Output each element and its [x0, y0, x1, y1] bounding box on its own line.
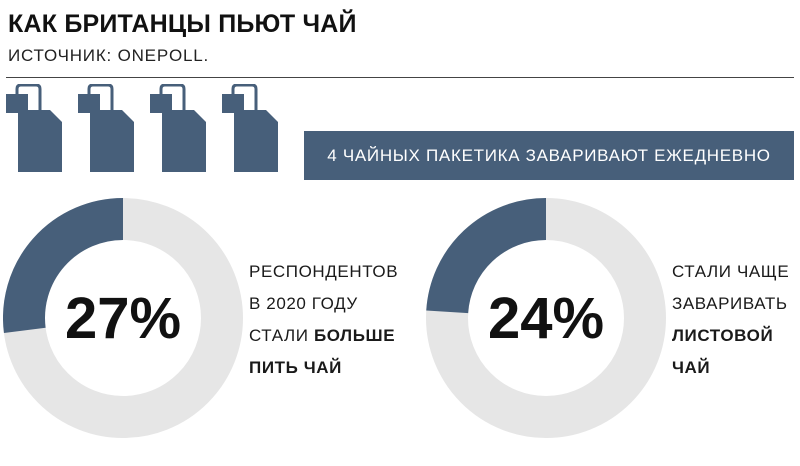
tea-bags-row — [0, 84, 300, 184]
caption-2-line: СТАЛИ ЧАЩЕ — [672, 262, 790, 281]
caption-2-line: ЛИСТОВОЙ — [672, 326, 774, 345]
tea-bag-icon — [6, 84, 62, 172]
source-note: ИСТОЧНИК: ONEPOLL. — [8, 46, 210, 65]
donut-2-slice — [426, 198, 547, 314]
caption-1-line: ПИТЬ ЧАЙ — [249, 358, 343, 377]
donut-1-value: 27% — [64, 285, 182, 351]
donut-1-slice — [3, 198, 124, 334]
daily-teabags-banner: 4 ЧАЙНЫХ ПАКЕТИКА ЗАВАРИВАЮТ ЕЖЕДНЕВНО — [304, 131, 794, 180]
caption-2-line: ЧАЙ — [672, 358, 711, 377]
donut-2-value: 24% — [487, 285, 605, 351]
page-title: КАК БРИТАНЦЫ ПЬЮТ ЧАЙ — [8, 10, 357, 38]
caption-2-line: ЗАВАРИВАТЬ — [672, 294, 788, 313]
caption-1-line: СТАЛИ БОЛЬШЕ — [249, 326, 396, 345]
tea-bag-icon — [78, 84, 134, 172]
caption-1-line: В 2020 ГОДУ — [249, 294, 358, 313]
donut-2-caption: СТАЛИ ЧАЩЕ ЗАВАРИВАТЬ ЛИСТОВОЙ ЧАЙ — [672, 256, 789, 384]
donut-1-caption: РЕСПОНДЕНТОВ В 2020 ГОДУ СТАЛИ БОЛЬШЕ ПИ… — [249, 256, 398, 384]
tea-bag-icon — [150, 84, 206, 172]
donut-chart-2 — [426, 198, 666, 438]
caption-1-line: РЕСПОНДЕНТОВ — [249, 262, 399, 281]
tea-bag-icon — [222, 84, 278, 172]
divider — [6, 77, 794, 78]
donut-chart-1 — [3, 198, 243, 438]
